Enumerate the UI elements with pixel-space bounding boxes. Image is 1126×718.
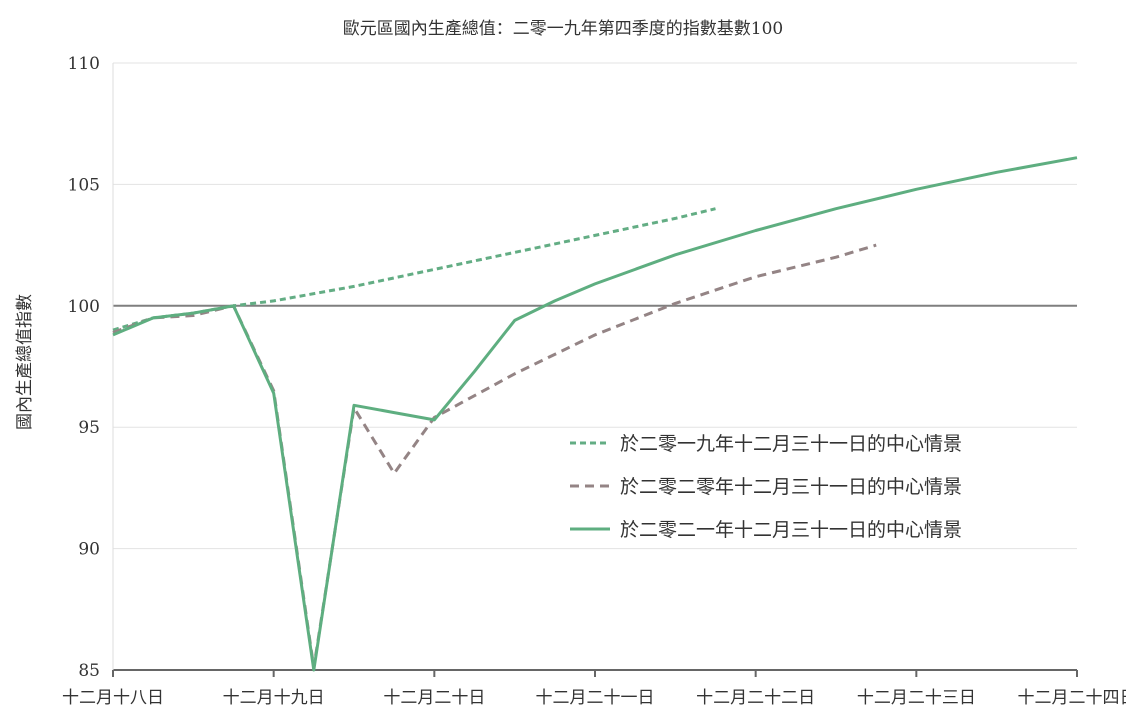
legend-label-3: 於二零二一年十二月三十一日的中心情景 <box>620 519 962 541</box>
series-line-2 <box>112 243 877 670</box>
legend: 於二零一九年十二月三十一日的中心情景於二零二零年十二月三十一日的中心情景於二零二… <box>570 433 962 541</box>
legend-label-1: 於二零一九年十二月三十一日的中心情景 <box>620 433 962 455</box>
y-tick-label: 110 <box>68 54 100 74</box>
series-line-3 <box>112 156 1078 672</box>
x-tick-label: 十二月二十一日 <box>536 688 655 708</box>
x-tick-label: 十二月二十日 <box>383 688 485 708</box>
y-tick-labels: 85 90 95 100 105 110 <box>68 54 100 681</box>
x-tick-label: 十二月二十三日 <box>857 688 976 708</box>
x-tick-label: 十二月十九日 <box>223 688 325 708</box>
chart-title: 歐元區國內生產總值：二零一九年第四季度的指數基數100 <box>343 19 783 39</box>
y-tick-label: 90 <box>78 540 100 560</box>
series-lines <box>112 156 1078 672</box>
x-tick-label: 十二月二十二日 <box>696 688 815 708</box>
x-tick-label: 十二月十八日 <box>62 688 164 708</box>
series-line-1 <box>112 207 716 332</box>
x-tick-label: 十二月二十四日 <box>1018 688 1126 708</box>
y-axis-label: 國內生產總值指數 <box>15 294 35 430</box>
legend-label-2: 於二零二零年十二月三十一日的中心情景 <box>620 476 962 498</box>
y-tick-label: 100 <box>68 297 100 317</box>
gridlines <box>112 62 1077 671</box>
x-tick-labels: 十二月十八日 十二月十九日 十二月二十日 十二月二十一日 十二月二十二日 十二月二十三日 十… <box>62 670 1126 708</box>
y-tick-label: 95 <box>78 418 100 438</box>
y-tick-label: 85 <box>78 661 100 681</box>
y-tick-label: 105 <box>68 175 100 195</box>
